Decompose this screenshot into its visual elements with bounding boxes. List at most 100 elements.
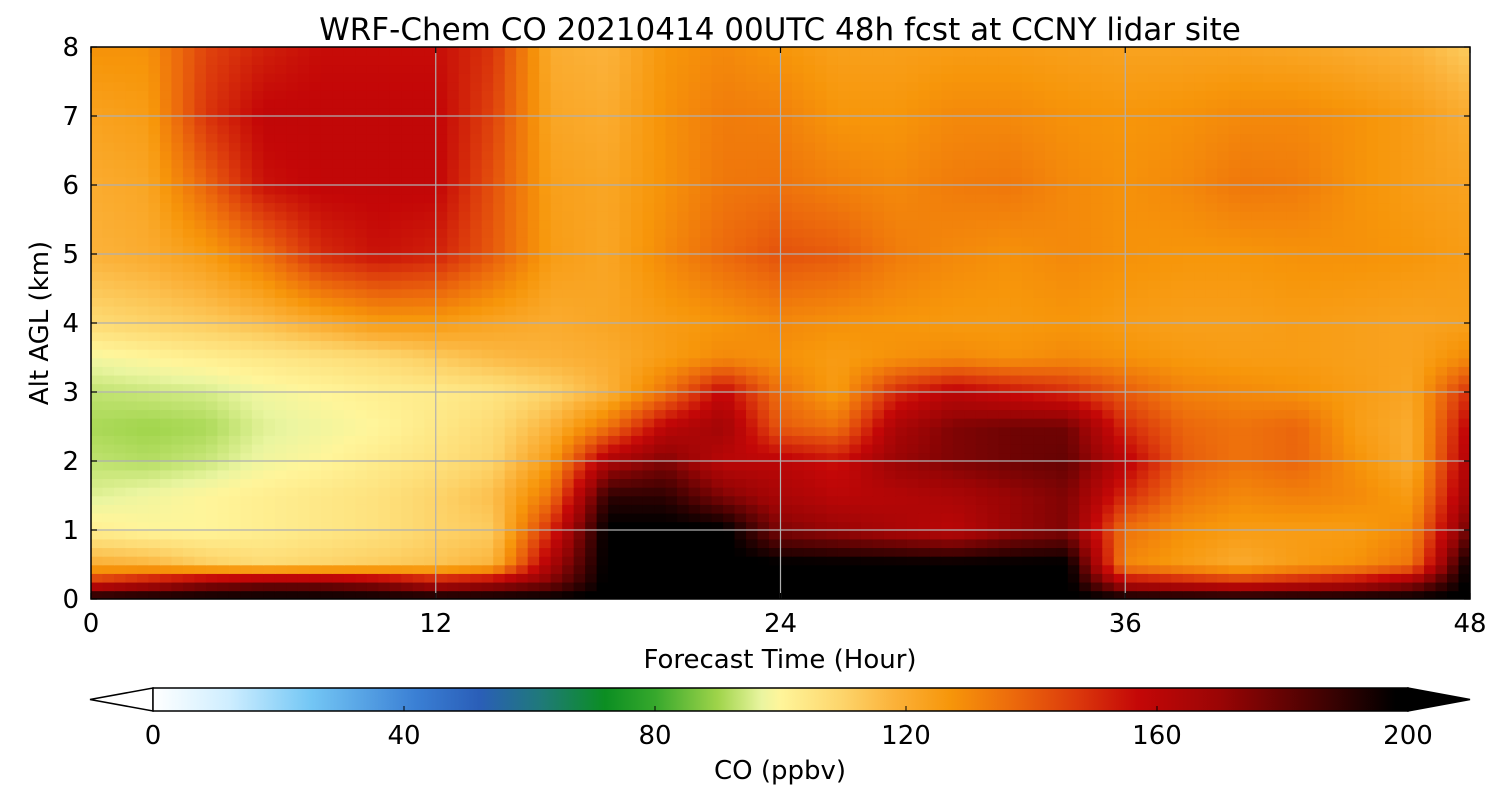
heatmap-cell [723,496,735,505]
heatmap-cell [1309,547,1321,556]
heatmap-cell [643,452,655,461]
heatmap-cell [424,375,436,384]
heatmap-cell [654,521,666,530]
heatmap-cell [1114,349,1126,358]
heatmap-cell [114,530,126,539]
heatmap-cell [309,392,321,401]
heatmap-cell [654,280,666,289]
heatmap-cell [206,409,218,418]
heatmap-cell [620,306,632,315]
heatmap-cell [1298,556,1310,565]
heatmap-cell [1355,340,1367,349]
heatmap-cell [516,418,528,427]
heatmap-cell [539,383,551,392]
heatmap-cell [240,452,252,461]
heatmap-cell [401,280,413,289]
heatmap-cell [849,478,861,487]
heatmap-cell [1045,496,1057,505]
heatmap-cell [482,245,494,254]
heatmap-cell [1390,263,1402,272]
heatmap-cell [608,418,620,427]
heatmap-cell [987,314,999,323]
heatmap-cell [1459,452,1471,461]
heatmap-cell [1321,306,1333,315]
heatmap-cell [1206,504,1218,513]
heatmap-cell [183,418,195,427]
heatmap-cell [746,470,758,479]
heatmap-cell [1390,418,1402,427]
heatmap-cell [229,314,241,323]
heatmap-cell [861,513,873,522]
heatmap-cell [941,375,953,384]
heatmap-cell [884,539,896,548]
heatmap-cell [976,573,988,582]
heatmap-cell [137,504,149,513]
heatmap-cell [252,349,264,358]
heatmap-cell [1160,349,1172,358]
heatmap-cell [758,427,770,436]
heatmap-cell [907,323,919,332]
heatmap-cell [849,556,861,565]
heatmap-cell [918,245,930,254]
heatmap-cell [562,573,574,582]
heatmap-cell [436,332,448,341]
heatmap-cell [1367,306,1379,315]
heatmap-cell [252,323,264,332]
heatmap-cell [1459,539,1471,548]
heatmap-cell [1217,297,1229,306]
heatmap-cell [597,383,609,392]
heatmap-cell [125,297,137,306]
heatmap-cell [941,444,953,453]
heatmap-cell [1275,289,1287,298]
heatmap-cell [1309,504,1321,513]
heatmap-cell [1390,461,1402,470]
heatmap-cell [528,556,540,565]
heatmap-cell [1148,539,1160,548]
heatmap-cell [1240,496,1252,505]
heatmap-cell [815,539,827,548]
heatmap-cell [367,392,379,401]
heatmap-cell [964,349,976,358]
heatmap-cell [125,332,137,341]
heatmap-cell [1332,565,1344,574]
heatmap-cell [551,452,563,461]
heatmap-cell [826,383,838,392]
heatmap-cell [263,245,275,254]
heatmap-cell [539,263,551,272]
heatmap-cell [194,427,206,436]
heatmap-cell [1378,452,1390,461]
heatmap-cell [298,539,310,548]
heatmap-cell [505,547,517,556]
heatmap-cell [1367,470,1379,479]
heatmap-cell [539,539,551,548]
heatmap-cell [746,409,758,418]
heatmap-cell [1240,487,1252,496]
heatmap-cell [1171,375,1183,384]
heatmap-cell [1367,409,1379,418]
heatmap-cell [1068,582,1080,591]
heatmap-cell [803,556,815,565]
heatmap-cell [378,401,390,410]
heatmap-cell [286,521,298,530]
heatmap-cell [976,530,988,539]
heatmap-cell [91,340,103,349]
heatmap-cell [206,306,218,315]
heatmap-cell [1137,539,1149,548]
heatmap-cell [378,375,390,384]
heatmap-cell [505,332,517,341]
heatmap-cell [1125,340,1137,349]
heatmap-cell [332,349,344,358]
heatmap-cell [206,297,218,306]
heatmap-cell [838,452,850,461]
heatmap-cell [194,582,206,591]
heatmap-cell [964,409,976,418]
heatmap-cell [769,297,781,306]
heatmap-cell [620,573,632,582]
heatmap-cell [1424,409,1436,418]
heatmap-cell [907,254,919,263]
heatmap-cell [712,306,724,315]
heatmap-cell [551,582,563,591]
heatmap-cell [148,297,160,306]
heatmap-cell [183,496,195,505]
heatmap-cell [987,306,999,315]
